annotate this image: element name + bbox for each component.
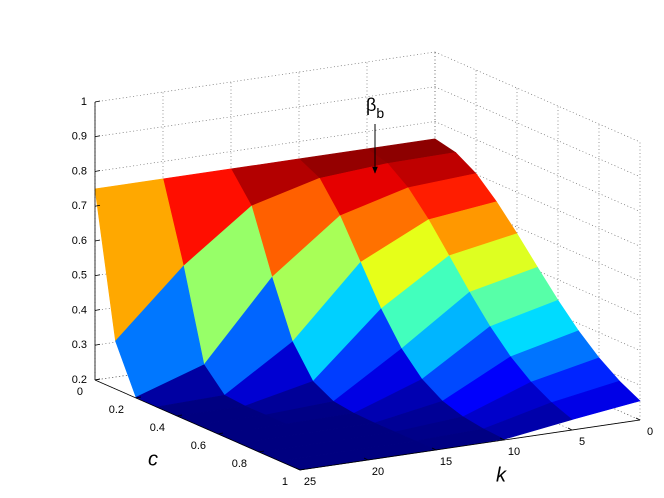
z-tick-label: 0.6 xyxy=(72,235,87,247)
x-tick-label: 0 xyxy=(77,386,83,398)
z-tick-label: 0.4 xyxy=(72,304,87,316)
x-tick-label: 0.6 xyxy=(191,440,206,452)
y-tick-label: 10 xyxy=(508,446,520,458)
z-tick xyxy=(94,100,101,103)
z-tick xyxy=(94,135,101,138)
x-tick-label: 0.8 xyxy=(232,458,247,470)
y-axis-label: k xyxy=(496,464,507,486)
z-tick xyxy=(94,204,101,207)
grid-line xyxy=(94,86,436,138)
z-tick xyxy=(94,309,101,311)
y-tick xyxy=(295,467,301,471)
x-tick xyxy=(176,414,183,417)
z-tick xyxy=(94,170,101,172)
z-tick xyxy=(94,239,101,242)
y-tick xyxy=(635,417,641,421)
y-tick xyxy=(363,457,369,461)
z-tick xyxy=(94,343,101,346)
z-tick-label: 1 xyxy=(81,96,87,108)
x-tick xyxy=(258,450,265,453)
x-tick-label: 0.2 xyxy=(109,404,124,416)
z-tick-label: 0.8 xyxy=(72,165,87,177)
surface xyxy=(94,138,641,471)
y-tick-label: 5 xyxy=(579,436,585,448)
y-tick xyxy=(431,447,437,451)
x-axis xyxy=(94,379,301,471)
annotation-subscript: b xyxy=(376,105,384,121)
y-tick-label: 25 xyxy=(304,476,316,488)
y-axis xyxy=(299,419,641,471)
y-tick xyxy=(567,427,573,431)
x-tick xyxy=(135,396,142,399)
annotation: βb xyxy=(366,95,384,121)
x-tick-label: 0.4 xyxy=(150,422,165,434)
axes: 0.20.30.40.50.60.70.80.9100.20.40.60.810… xyxy=(72,96,653,488)
z-tick-label: 0.9 xyxy=(72,131,87,143)
y-tick xyxy=(499,437,505,441)
x-tick-label: 1 xyxy=(282,476,288,488)
x-tick xyxy=(217,432,224,435)
z-tick-label: 0.2 xyxy=(72,374,87,386)
grid-line xyxy=(94,121,436,172)
z-tick xyxy=(94,274,101,277)
y-tick-label: 15 xyxy=(440,456,452,468)
z-tick-label: 0.5 xyxy=(72,270,87,282)
y-tick-label: 20 xyxy=(372,466,384,478)
x-tick xyxy=(94,378,101,381)
z-tick-label: 0.7 xyxy=(72,200,87,212)
annotation-text: β xyxy=(366,95,376,115)
x-tick xyxy=(299,468,306,471)
z-tick-label: 0.3 xyxy=(72,339,87,351)
grid-line xyxy=(94,51,436,103)
y-tick-label: 0 xyxy=(647,426,653,438)
x-axis-label: c xyxy=(148,448,158,470)
grid-line xyxy=(434,51,641,143)
